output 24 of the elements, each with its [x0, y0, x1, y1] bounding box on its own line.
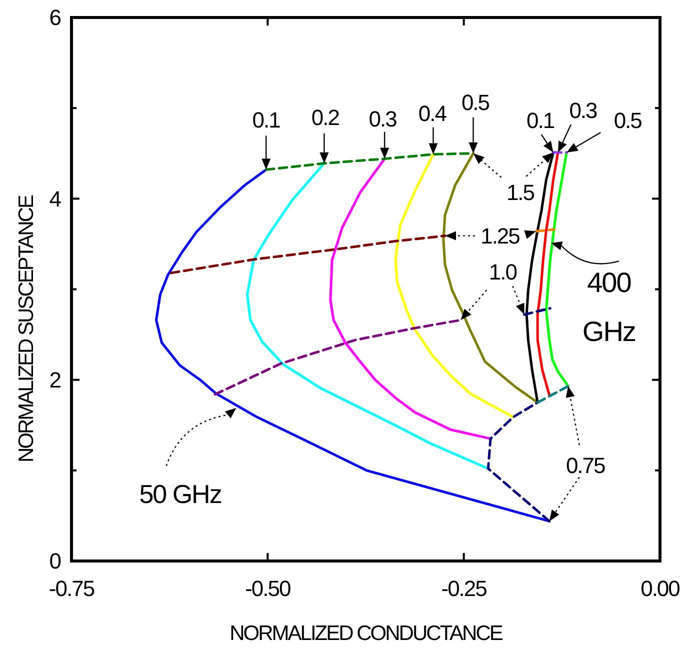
- annotation: 1.25: [480, 224, 520, 249]
- annotation: 0.1: [526, 108, 555, 134]
- annotation: 0.3: [569, 98, 598, 124]
- x-tick-label: -0.75: [48, 576, 95, 601]
- annotation: 0.2: [311, 105, 340, 130]
- x-tick-label: -0.25: [441, 576, 488, 601]
- annotation: 0.5: [614, 108, 642, 134]
- annotation: 0.1: [252, 107, 281, 132]
- x-axis-title: NORMALIZED CONDUCTANCE: [230, 622, 504, 645]
- annotation: 1.0: [488, 260, 518, 285]
- y-axis-title: NORMALIZED SUSCEPTANCE: [15, 194, 38, 462]
- annotation: 0.4: [418, 100, 447, 126]
- annotation: 1.5: [506, 180, 535, 206]
- annotation: 0.5: [461, 90, 490, 116]
- annotation: 400 GHz: [582, 266, 636, 347]
- annotation: 0.3: [368, 106, 398, 132]
- annotation: 0.75: [566, 452, 606, 478]
- y-tick-label: 6: [49, 5, 62, 30]
- x-tick-label: -0.50: [245, 576, 291, 601]
- y-tick-label: 2: [49, 368, 62, 393]
- y-tick-label: 4: [49, 186, 62, 212]
- y-tick-label: 0: [49, 548, 62, 574]
- annotation: 50 GHz: [139, 479, 222, 510]
- x-tick-label: 0.00: [640, 576, 680, 601]
